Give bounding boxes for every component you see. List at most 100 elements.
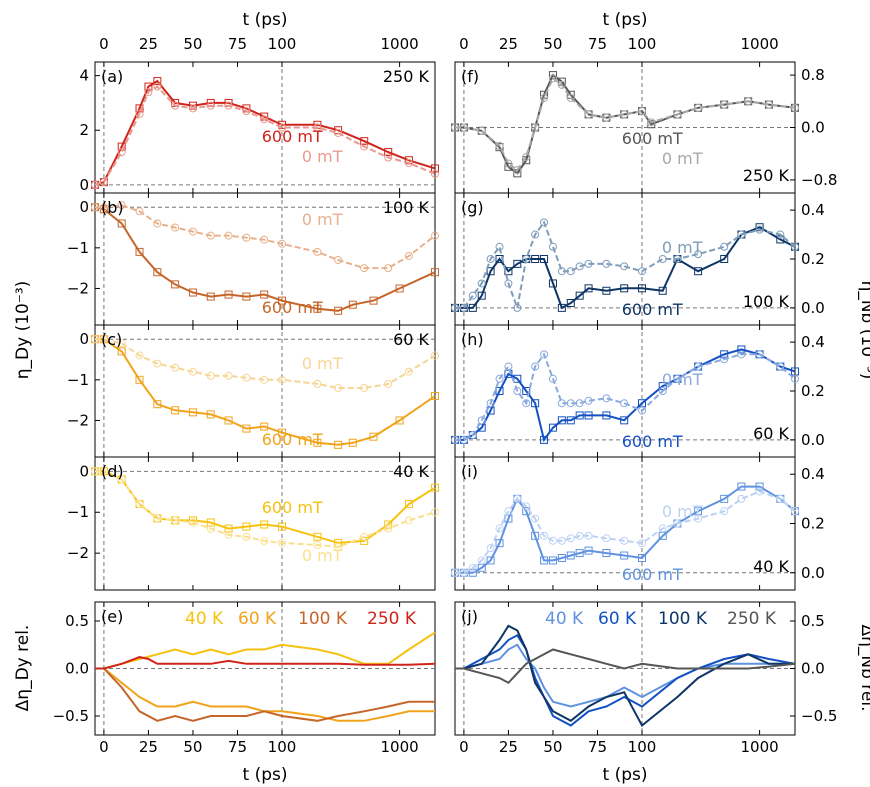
data-point-square <box>620 551 629 560</box>
data-point-circle <box>206 371 215 380</box>
field-label-low: 0 mT <box>662 370 703 389</box>
series-line-0-mT <box>455 352 796 441</box>
data-point-square <box>531 531 540 540</box>
data-point-circle <box>755 487 764 496</box>
x-tick-label-bottom: 25 <box>139 738 158 756</box>
series-line-600-mT <box>455 485 796 574</box>
panel-b: 0 −1 −2 (b) 100 K 600 mT 0 mT <box>67 192 439 326</box>
data-point-circle <box>171 223 180 232</box>
x-tick-label-bottom: 75 <box>588 738 607 756</box>
data-point-circle <box>242 107 251 116</box>
data-point-square <box>260 422 269 431</box>
data-point-circle <box>602 113 611 122</box>
data-point-square <box>548 423 557 432</box>
data-point-circle <box>531 514 540 523</box>
x-tick-label-top: 0 <box>99 35 109 53</box>
data-point-circle <box>278 123 286 132</box>
data-point-circle <box>260 375 269 384</box>
legend-entry: 60 K <box>238 609 277 629</box>
data-point-circle <box>575 399 584 408</box>
data-point-square <box>531 399 540 408</box>
temperature-label: 60 K <box>393 330 429 349</box>
data-point-circle <box>638 107 646 116</box>
y-tick-label: 0.0 <box>801 119 825 137</box>
data-point-circle <box>278 375 286 384</box>
data-point-circle <box>171 363 180 372</box>
panel-label: (e) <box>101 607 123 626</box>
temperature-label: 250 K <box>743 166 790 185</box>
panel-label: (f) <box>461 67 479 86</box>
data-point-circle <box>224 101 233 110</box>
y-tick-label: 0 <box>79 176 89 194</box>
data-point-square <box>171 280 180 289</box>
data-point-circle <box>513 166 522 175</box>
data-point-square <box>522 156 531 165</box>
panel-c: 0 −1 −2 (c) 60 K 600 mT 0 mT <box>67 324 439 458</box>
data-point-square <box>602 411 611 420</box>
data-point-circle <box>171 101 180 110</box>
data-point-circle <box>548 536 557 545</box>
field-label-low: 0 mT <box>662 238 703 257</box>
data-point-circle <box>468 431 477 439</box>
data-point-circle <box>658 524 667 533</box>
y-axis-title-right-diff: Δη_Nb rel. <box>857 624 870 711</box>
series-line-0-mT <box>455 76 796 172</box>
data-point-square <box>776 235 785 244</box>
data-point-square <box>575 549 584 558</box>
data-point-square <box>468 568 477 577</box>
panel-h: 0.4 0.2 0.0 (h) 60 K 600 mT 0 mT <box>451 324 825 458</box>
data-point-square <box>737 345 746 354</box>
data-point-square <box>242 522 251 531</box>
data-point-circle <box>242 532 251 541</box>
data-point-square <box>504 267 513 276</box>
data-point-square <box>658 382 667 391</box>
data-point-circle <box>91 180 99 189</box>
data-point-circle <box>360 383 369 392</box>
panel-label: (g) <box>461 198 484 217</box>
data-point-square <box>575 291 584 300</box>
data-point-circle <box>557 399 566 408</box>
data-point-circle <box>188 367 197 376</box>
data-point-circle <box>477 556 486 565</box>
data-point-circle <box>620 399 629 408</box>
data-point-circle <box>117 339 126 348</box>
data-point-circle <box>431 231 439 240</box>
data-point-circle <box>694 514 703 523</box>
series-line-250-K <box>455 648 796 685</box>
panel-label: (h) <box>461 330 484 349</box>
data-point-circle <box>313 247 322 256</box>
data-point-square <box>135 375 144 384</box>
data-point-circle <box>658 255 667 263</box>
data-point-circle <box>531 123 540 132</box>
data-point-circle <box>495 141 504 150</box>
data-point-circle <box>720 242 729 251</box>
data-point-circle <box>720 100 729 109</box>
series-line-100-K <box>95 667 435 722</box>
data-point-circle <box>334 128 343 137</box>
y-tick-label: 0.0 <box>801 660 825 678</box>
data-point-square <box>566 299 575 307</box>
data-point-circle <box>673 519 682 528</box>
panel-d: 0 −1 −2 (d) 40 K 600 mT 0 mT <box>67 456 439 591</box>
data-point-circle <box>242 373 251 382</box>
data-point-circle <box>531 362 540 371</box>
x-tick-label-bottom: 50 <box>543 738 562 756</box>
data-point-circle <box>404 367 413 376</box>
data-point-square <box>188 516 197 525</box>
y-tick-label: 0.0 <box>801 564 825 582</box>
data-point-circle <box>602 534 611 543</box>
y-tick-label: 4 <box>79 67 89 85</box>
data-point-circle <box>694 250 703 259</box>
data-point-square <box>369 296 378 305</box>
y-tick-label: 0.0 <box>801 431 825 449</box>
data-point-circle <box>153 219 162 228</box>
panel-i: 0.4 0.2 0.0 (i) 40 K 600 mT 0 mT <box>451 456 825 591</box>
data-point-square <box>548 556 557 565</box>
data-point-circle <box>755 225 764 234</box>
x-tick-label-top: 100 <box>268 35 297 53</box>
y-tick-label: −2 <box>67 544 89 562</box>
data-point-circle <box>602 259 611 268</box>
data-point-square <box>584 546 593 555</box>
data-point-circle <box>540 218 549 227</box>
data-point-circle <box>468 291 477 300</box>
